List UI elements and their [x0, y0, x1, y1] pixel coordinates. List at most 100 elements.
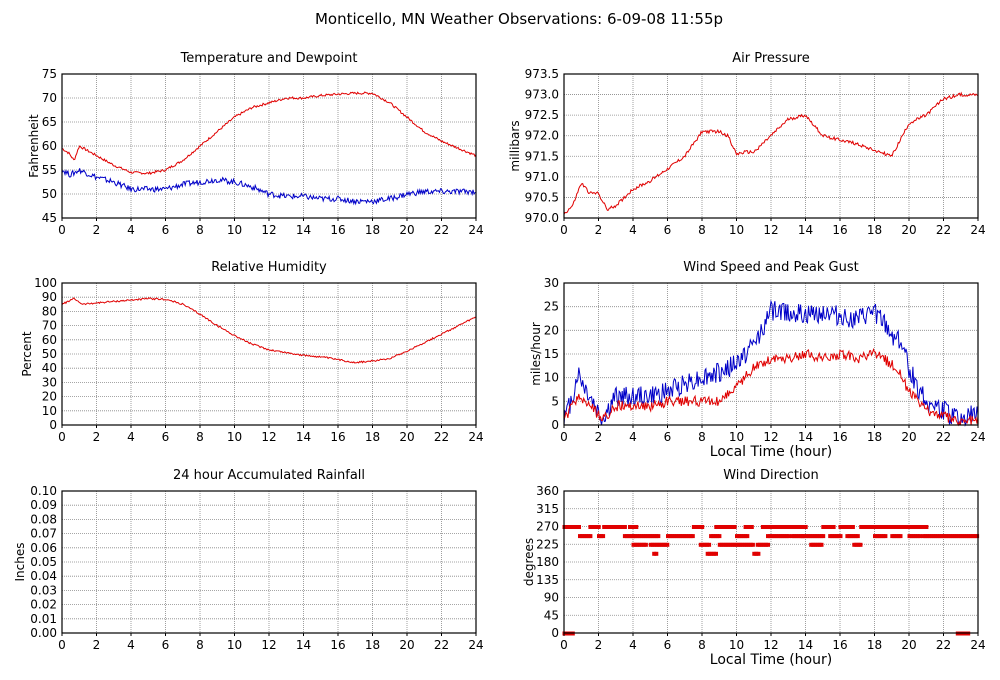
winddir-point	[836, 534, 841, 539]
temp-series-blue	[61, 168, 476, 206]
winddir-point	[630, 525, 635, 529]
winddir-point	[883, 525, 887, 529]
temp-ytick-label: 70	[42, 91, 57, 105]
winddir-point	[846, 525, 851, 529]
temp-xtick-label: 18	[365, 223, 380, 237]
winddir-point	[866, 525, 871, 529]
winddir-xtick-label: 6	[664, 638, 672, 652]
winddir-point	[817, 534, 822, 539]
winddir-point	[897, 525, 902, 529]
winddir-point	[921, 534, 926, 539]
winddir-point	[911, 534, 916, 539]
temp-ytick-label: 50	[42, 187, 57, 201]
winddir-point	[776, 534, 781, 539]
winddir-point	[684, 534, 689, 539]
rh-xtick-label: 6	[162, 430, 170, 444]
winddir-point	[859, 525, 864, 529]
rain-xtick-label: 10	[227, 638, 242, 652]
winddir-xtick-label: 12	[763, 638, 778, 652]
winddir-point	[745, 534, 750, 539]
winddir-point	[622, 525, 627, 529]
winddir-point	[771, 525, 776, 529]
winddir-point	[799, 525, 804, 529]
winddir-point	[870, 525, 875, 529]
pressure-xtick-label: 4	[629, 223, 637, 237]
winddir-point	[768, 534, 773, 539]
winddir-point	[803, 525, 808, 529]
winddir-point	[829, 525, 834, 529]
temp-xtick-label: 6	[162, 223, 170, 237]
winddir-point	[755, 542, 760, 547]
rh-ytick-label: 10	[42, 404, 57, 418]
winddir-point	[612, 525, 617, 529]
winddir-point	[844, 525, 849, 529]
winddir-point	[574, 525, 579, 529]
winddir-point	[652, 534, 657, 539]
temp-xtick-label: 4	[127, 223, 135, 237]
winddir-point	[790, 534, 795, 539]
temp-xtick-label: 20	[399, 223, 414, 237]
winddir-point	[584, 534, 589, 539]
wind-ylabel: miles/hour	[529, 322, 543, 386]
winddir-point	[698, 525, 703, 529]
winddir-point	[750, 542, 755, 547]
winddir-point	[646, 534, 650, 539]
rain-xtick-label: 18	[365, 638, 380, 652]
winddir-point	[739, 534, 744, 539]
winddir-xtick-label: 4	[629, 638, 637, 652]
winddir-ytick-label: 180	[536, 555, 559, 569]
winddir-ylabel: degrees	[522, 538, 536, 586]
temp-ytick-label: 45	[42, 211, 57, 225]
pressure-xtick-label: 14	[798, 223, 813, 237]
winddir-point	[686, 534, 691, 539]
rain-ytick-label: 0.04	[30, 569, 57, 583]
winddir-point	[674, 534, 679, 539]
rh-ytick-label: 0	[49, 418, 57, 432]
winddir-ytick-label: 225	[536, 537, 559, 551]
rh-xtick-label: 16	[330, 430, 345, 444]
winddir-xtick-label: 8	[698, 638, 706, 652]
winddir-point	[756, 551, 761, 556]
winddir-point	[728, 542, 733, 547]
pressure-ylabel: millibars	[508, 120, 522, 171]
pressure-ytick-label: 971.0	[525, 170, 559, 184]
winddir-point	[876, 525, 881, 529]
winddir-point	[650, 534, 655, 539]
winddir-point	[880, 525, 885, 529]
temp-xtick-label: 24	[468, 223, 483, 237]
rain-xtick-label: 24	[468, 638, 483, 652]
winddir-point	[762, 525, 767, 529]
rh-xtick-label: 14	[296, 430, 311, 444]
winddir-point	[887, 525, 892, 529]
rh-ytick-label: 20	[42, 390, 57, 404]
winddir-point	[606, 525, 611, 529]
winddir-point	[868, 525, 873, 529]
winddir-point	[948, 534, 953, 539]
winddir-point	[715, 534, 720, 539]
rain-ytick-label: 0.08	[30, 512, 57, 526]
rh-xtick-label: 8	[196, 430, 204, 444]
wind-xlabel: Local Time (hour)	[710, 444, 832, 460]
winddir-point	[639, 534, 644, 539]
rain-xtick-label: 0	[58, 638, 66, 652]
winddir-point	[804, 534, 809, 539]
winddir-xtick-label: 16	[832, 638, 847, 652]
rh-ytick-label: 50	[42, 347, 57, 361]
winddir-point	[717, 534, 722, 539]
winddir-point	[852, 542, 857, 547]
winddir-point	[594, 525, 599, 529]
wind-ytick-label: 5	[551, 394, 559, 408]
winddir-ytick-label: 315	[536, 502, 559, 516]
rain-ytick-label: 0.01	[30, 612, 57, 626]
pressure-xtick-label: 12	[763, 223, 778, 237]
winddir-point	[971, 534, 975, 539]
winddir-point	[912, 525, 916, 529]
winddir-point	[693, 525, 698, 529]
wind-ytick-label: 25	[544, 300, 559, 314]
winddir-point	[907, 525, 912, 529]
winddir-point	[832, 534, 837, 539]
wind-ytick-label: 0	[551, 418, 559, 432]
winddir-point	[801, 525, 806, 529]
temp-xtick-label: 14	[296, 223, 311, 237]
